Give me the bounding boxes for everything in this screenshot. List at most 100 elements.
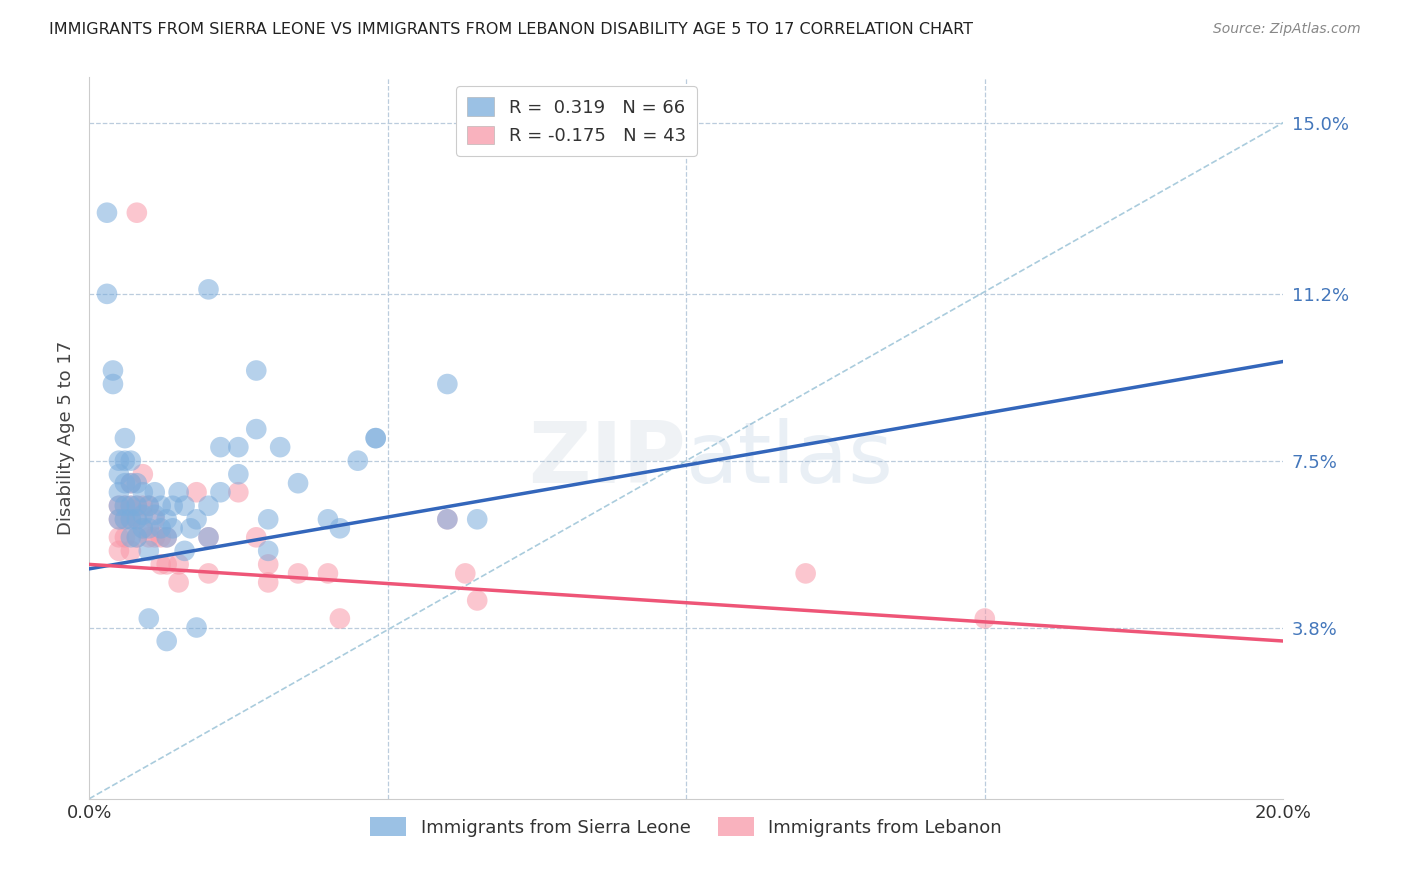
- Point: [138, 499, 160, 513]
- Point: [108, 544, 131, 558]
- Point: [228, 485, 250, 500]
- Point: [465, 512, 488, 526]
- Text: atlas: atlas: [686, 418, 894, 501]
- Point: [465, 593, 488, 607]
- Point: [138, 499, 160, 513]
- Point: [132, 485, 155, 500]
- Point: [156, 530, 179, 544]
- Point: [180, 521, 202, 535]
- Point: [257, 544, 280, 558]
- Point: [120, 499, 142, 513]
- Point: [143, 485, 166, 500]
- Point: [138, 544, 160, 558]
- Point: [167, 558, 190, 572]
- Point: [149, 530, 172, 544]
- Point: [108, 499, 131, 513]
- Point: [132, 499, 155, 513]
- Point: [173, 544, 195, 558]
- Point: [132, 521, 155, 535]
- Point: [138, 611, 160, 625]
- Text: ZIP: ZIP: [529, 418, 686, 501]
- Point: [197, 499, 219, 513]
- Point: [245, 422, 267, 436]
- Point: [125, 499, 148, 513]
- Point: [149, 558, 172, 572]
- Point: [329, 611, 352, 625]
- Point: [114, 431, 136, 445]
- Point: [132, 508, 155, 522]
- Point: [120, 499, 142, 513]
- Point: [436, 512, 458, 526]
- Point: [114, 512, 136, 526]
- Point: [132, 521, 155, 535]
- Point: [125, 512, 148, 526]
- Point: [287, 476, 309, 491]
- Point: [114, 512, 136, 526]
- Y-axis label: Disability Age 5 to 17: Disability Age 5 to 17: [58, 341, 75, 535]
- Point: [125, 512, 148, 526]
- Point: [197, 282, 219, 296]
- Point: [149, 499, 172, 513]
- Point: [197, 530, 219, 544]
- Point: [125, 530, 148, 544]
- Point: [186, 485, 208, 500]
- Point: [173, 499, 195, 513]
- Point: [364, 431, 387, 445]
- Point: [108, 512, 131, 526]
- Point: [138, 521, 160, 535]
- Point: [96, 286, 118, 301]
- Point: [209, 440, 232, 454]
- Point: [114, 499, 136, 513]
- Point: [162, 499, 184, 513]
- Point: [101, 363, 124, 377]
- Point: [138, 530, 160, 544]
- Point: [162, 521, 184, 535]
- Point: [108, 467, 131, 482]
- Point: [167, 485, 190, 500]
- Point: [257, 512, 280, 526]
- Point: [436, 512, 458, 526]
- Point: [245, 363, 267, 377]
- Point: [96, 205, 118, 219]
- Point: [269, 440, 291, 454]
- Point: [132, 467, 155, 482]
- Point: [108, 453, 131, 467]
- Point: [149, 521, 172, 535]
- Point: [114, 453, 136, 467]
- Point: [316, 512, 339, 526]
- Point: [973, 611, 995, 625]
- Point: [108, 485, 131, 500]
- Point: [257, 558, 280, 572]
- Point: [316, 566, 339, 581]
- Point: [125, 205, 148, 219]
- Point: [287, 566, 309, 581]
- Text: Source: ZipAtlas.com: Source: ZipAtlas.com: [1213, 22, 1361, 37]
- Point: [228, 467, 250, 482]
- Point: [436, 377, 458, 392]
- Point: [143, 530, 166, 544]
- Point: [329, 521, 352, 535]
- Point: [156, 530, 179, 544]
- Point: [120, 512, 142, 526]
- Point: [125, 476, 148, 491]
- Point: [125, 499, 148, 513]
- Point: [186, 512, 208, 526]
- Point: [156, 512, 179, 526]
- Point: [120, 476, 142, 491]
- Point: [143, 508, 166, 522]
- Point: [245, 530, 267, 544]
- Point: [120, 453, 142, 467]
- Point: [257, 575, 280, 590]
- Point: [120, 544, 142, 558]
- Point: [108, 512, 131, 526]
- Point: [120, 512, 142, 526]
- Point: [454, 566, 477, 581]
- Point: [120, 476, 142, 491]
- Point: [167, 575, 190, 590]
- Point: [346, 453, 368, 467]
- Point: [197, 566, 219, 581]
- Point: [108, 530, 131, 544]
- Text: IMMIGRANTS FROM SIERRA LEONE VS IMMIGRANTS FROM LEBANON DISABILITY AGE 5 TO 17 C: IMMIGRANTS FROM SIERRA LEONE VS IMMIGRAN…: [49, 22, 973, 37]
- Point: [120, 530, 142, 544]
- Point: [228, 440, 250, 454]
